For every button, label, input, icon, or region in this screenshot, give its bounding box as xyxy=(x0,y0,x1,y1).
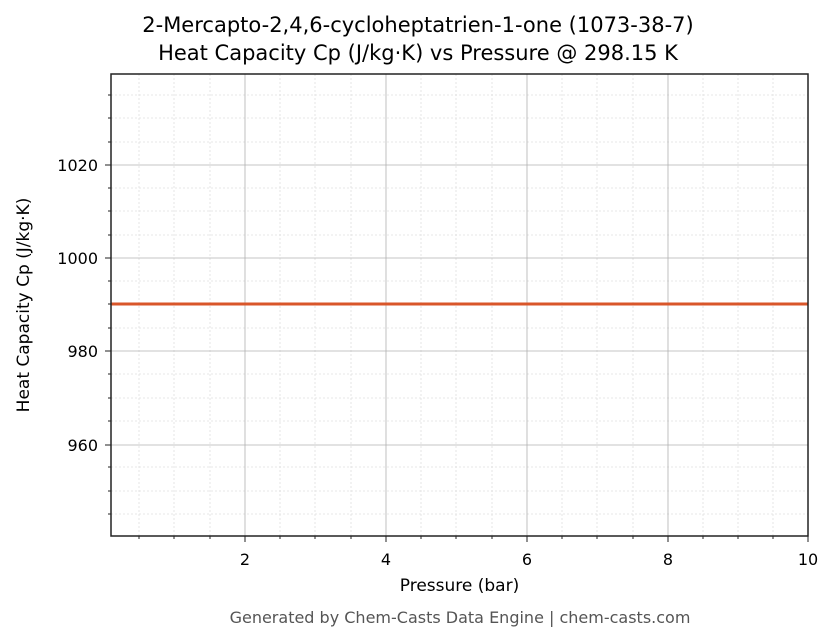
y-tick-label: 1000 xyxy=(57,249,98,268)
chart-title-line1: 2-Mercapto-2,4,6-cycloheptatrien-1-one (… xyxy=(142,13,694,37)
x-ticks xyxy=(138,536,809,542)
x-tick-label: 10 xyxy=(798,550,818,569)
x-tick-label: 6 xyxy=(522,550,532,569)
y-tick-label: 1020 xyxy=(57,156,98,175)
y-tick-label: 960 xyxy=(67,436,98,455)
x-tick-labels: 2 4 6 8 10 xyxy=(240,550,818,569)
x-axis-label: Pressure (bar) xyxy=(399,576,520,596)
y-tick-labels: 960 980 1000 1020 xyxy=(57,156,98,455)
y-ticks xyxy=(105,94,111,515)
minor-grid xyxy=(111,74,808,536)
y-axis-label: Heat Capacity Cp (J/kg·K) xyxy=(14,197,34,413)
plot-frame xyxy=(110,73,809,537)
chart-title-line2: Heat Capacity Cp (J/kg·K) vs Pressure @ … xyxy=(158,41,678,65)
x-tick-label: 4 xyxy=(381,550,391,569)
x-tick-label: 2 xyxy=(240,550,250,569)
y-tick-label: 980 xyxy=(67,342,98,361)
x-tick-label: 8 xyxy=(663,550,673,569)
footer-credit: Generated by Chem-Casts Data Engine | ch… xyxy=(229,608,691,627)
